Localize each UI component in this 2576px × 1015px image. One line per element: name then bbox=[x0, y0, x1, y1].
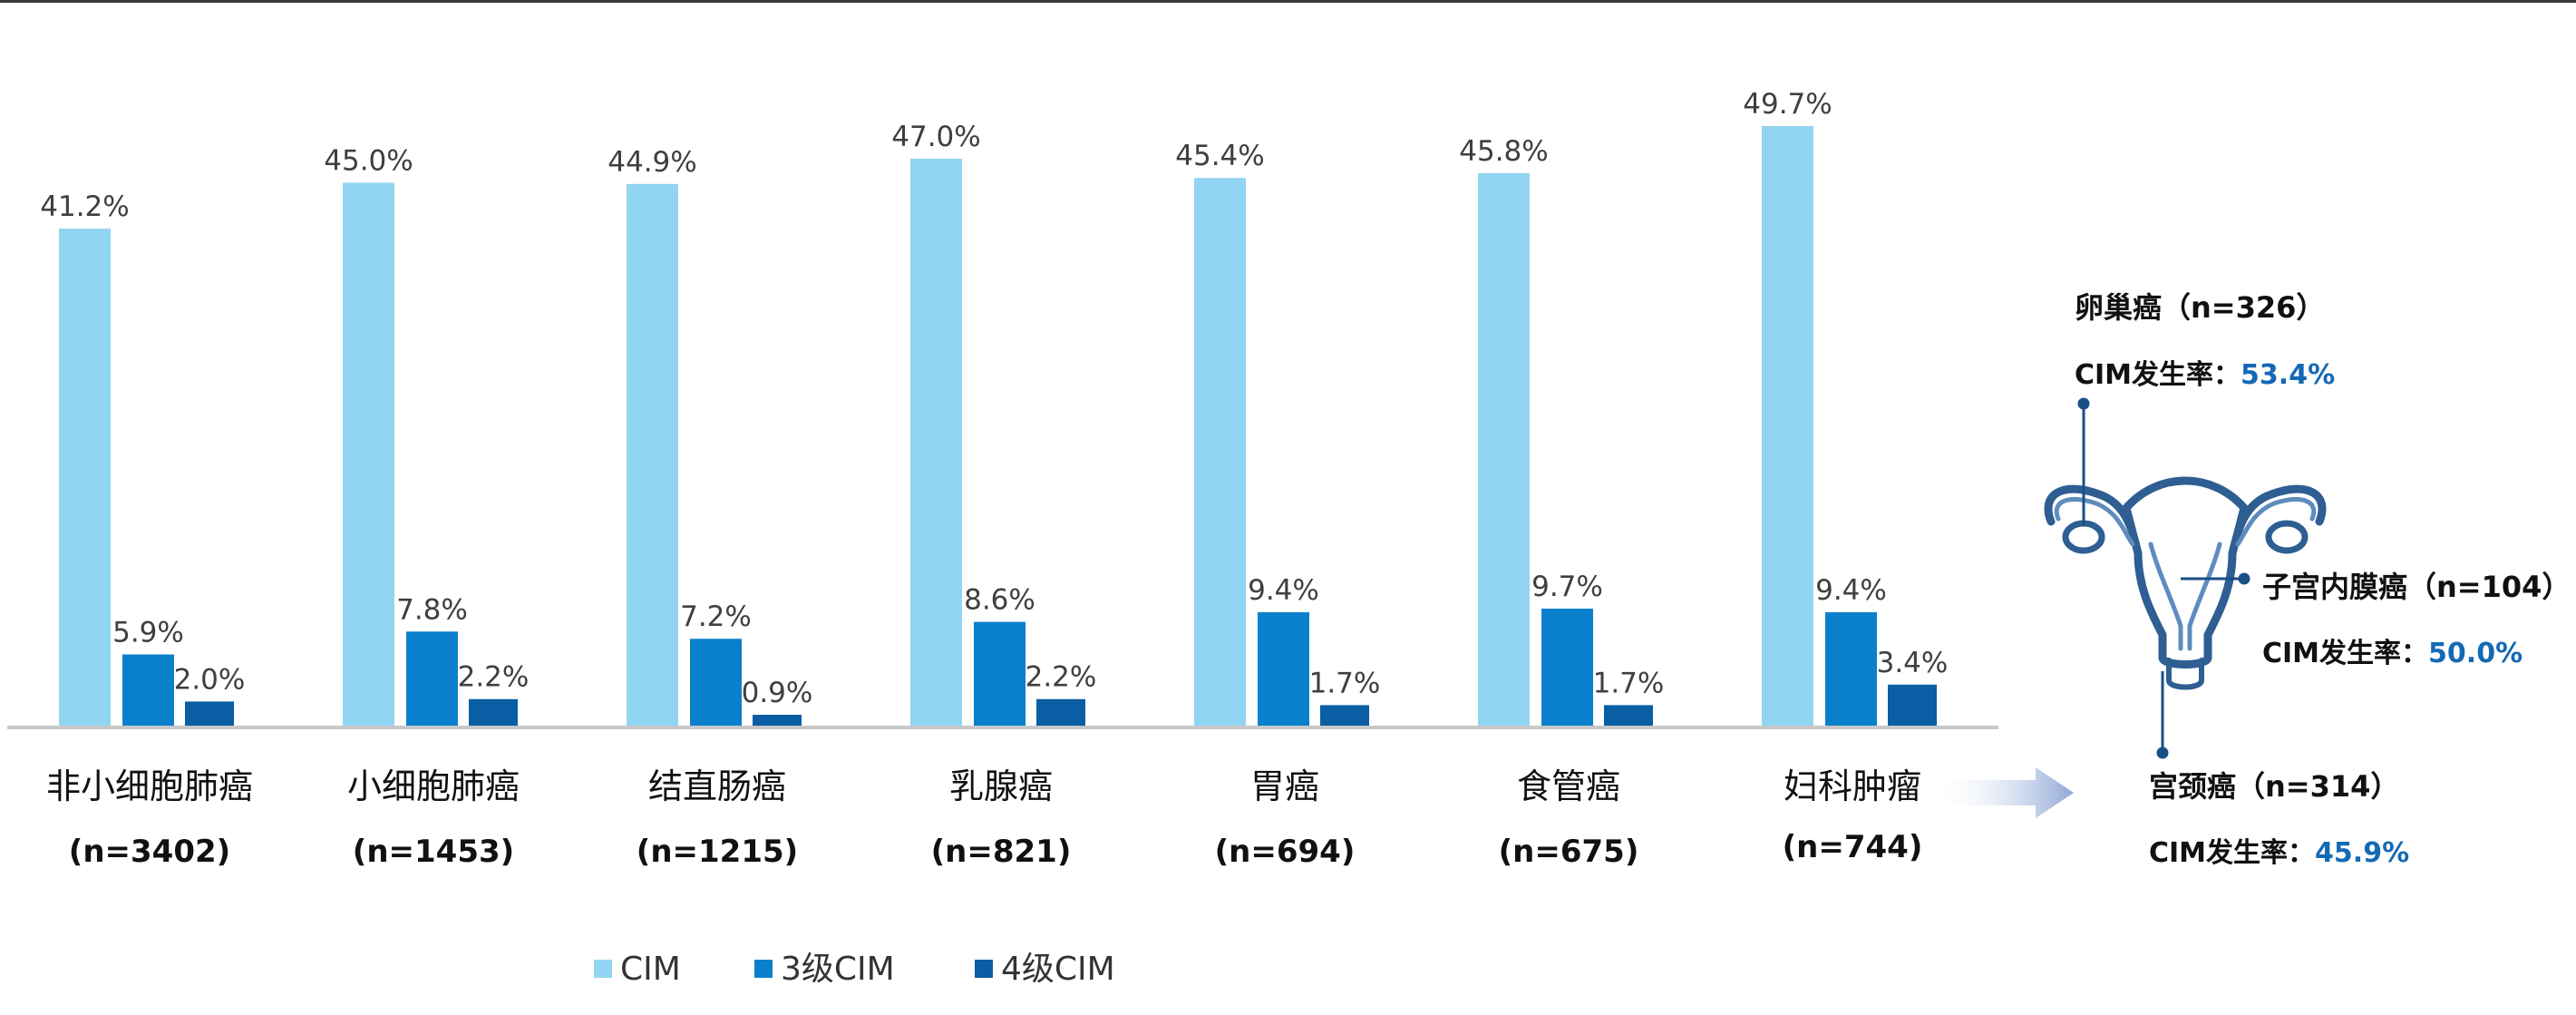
bar-cim-1 bbox=[343, 182, 394, 726]
bar-cim4-6 bbox=[1888, 684, 1937, 726]
leader-lines bbox=[2077, 397, 2250, 759]
value-label-cim3-3: 8.6% bbox=[964, 584, 1035, 617]
legend-swatch-cim3 bbox=[754, 960, 773, 978]
legend-swatch-cim bbox=[594, 960, 612, 978]
value-label-cim-2: 44.9% bbox=[608, 146, 696, 179]
legend-label-cim: CIM bbox=[620, 951, 681, 988]
category-label-6: 妇科肿瘤 bbox=[1784, 766, 1921, 806]
arrow-right-icon bbox=[1931, 767, 2074, 818]
bar-cim-3 bbox=[910, 158, 962, 726]
bar-cim3-1 bbox=[406, 631, 458, 726]
bar-cim4-5 bbox=[1604, 705, 1653, 726]
category-label-0: 非小细胞肺癌 bbox=[46, 766, 253, 806]
value-label-cim3-2: 7.2% bbox=[680, 600, 752, 633]
legend-label-cim3: 3级CIM bbox=[781, 951, 895, 988]
value-label-cim3-6: 9.4% bbox=[1815, 574, 1887, 607]
value-label-cim4-4: 1.7% bbox=[1309, 667, 1381, 699]
legend: CIM 3级CIM 4级CIM bbox=[594, 951, 1115, 988]
value-labels-layer: 41.2% 5.9% 2.0% 45.0% 7.8% 2.2% 44.9% 7.2% 0.9% 4… bbox=[40, 88, 1948, 709]
bar-cim3-0 bbox=[122, 654, 174, 726]
category-label-1: 小细胞肺癌 bbox=[347, 766, 520, 806]
value-label-cim4-0: 2.0% bbox=[174, 663, 246, 696]
value-label-cim3-5: 9.7% bbox=[1531, 571, 1603, 603]
bar-cim3-3 bbox=[974, 621, 1026, 726]
sample-size-label-6: (n=744) bbox=[1783, 829, 1923, 865]
bar-cim4-1 bbox=[469, 698, 518, 726]
category-label-5: 食管癌 bbox=[1517, 766, 1620, 806]
cervical-rate-value: 45.9% bbox=[2315, 837, 2409, 869]
bars-layer bbox=[59, 125, 1937, 727]
endometrial-rate-value: 50.0% bbox=[2428, 638, 2523, 669]
category-label-4: 胃癌 bbox=[1250, 766, 1319, 806]
value-label-cim4-6: 3.4% bbox=[1877, 647, 1949, 679]
bar-cim3-4 bbox=[1258, 611, 1309, 726]
sample-size-label-5: (n=675) bbox=[1499, 834, 1639, 870]
bar-cim3-2 bbox=[690, 639, 742, 726]
value-label-cim-0: 41.2% bbox=[40, 190, 129, 223]
category-labels-layer: 非小细胞肺癌 (n=3402) 小细胞肺癌 (n=1453) 结直肠癌 (n=1215) 乳… bbox=[46, 766, 1922, 870]
cervical-rate: CIM发生率：45.9% bbox=[2149, 837, 2409, 869]
legend-label-cim4: 4级CIM bbox=[1001, 951, 1115, 988]
sample-size-label-2: (n=1215) bbox=[637, 834, 798, 870]
bar-cim4-3 bbox=[1036, 698, 1085, 726]
legend-swatch-cim4 bbox=[975, 960, 993, 978]
sample-size-label-3: (n=821) bbox=[931, 834, 1072, 870]
cervical-title: 宫颈癌（n=314） bbox=[2149, 769, 2399, 804]
value-label-cim4-3: 2.2% bbox=[1026, 661, 1097, 694]
value-label-cim-4: 45.4% bbox=[1175, 140, 1264, 172]
value-label-cim4-5: 1.7% bbox=[1593, 667, 1665, 699]
value-label-cim-3: 47.0% bbox=[891, 121, 980, 153]
sample-size-label-0: (n=3402) bbox=[69, 834, 230, 870]
bar-cim4-0 bbox=[185, 701, 234, 726]
bar-cim4-2 bbox=[753, 715, 802, 726]
bar-cim-6 bbox=[1762, 125, 1813, 727]
ovarian-rate: CIM发生率：53.4% bbox=[2075, 359, 2335, 391]
sample-size-label-1: (n=1453) bbox=[353, 834, 514, 870]
endometrial-title: 子宫内膜癌（n=104） bbox=[2262, 570, 2571, 604]
value-label-cim3-0: 5.9% bbox=[112, 617, 184, 649]
top-border bbox=[0, 0, 2576, 3]
value-label-cim4-1: 2.2% bbox=[458, 661, 530, 694]
value-label-cim-5: 45.8% bbox=[1459, 135, 1548, 168]
category-label-2: 结直肠癌 bbox=[648, 766, 786, 806]
bar-cim-5 bbox=[1478, 172, 1530, 727]
endometrial-rate: CIM发生率：50.0% bbox=[2262, 638, 2523, 669]
ovarian-title: 卵巢癌（n=326） bbox=[2075, 290, 2325, 325]
sample-size-label-4: (n=694) bbox=[1215, 834, 1356, 870]
bar-cim3-6 bbox=[1825, 611, 1877, 726]
endometrial-rate-label: CIM发生率： bbox=[2262, 638, 2428, 669]
value-label-cim3-1: 7.8% bbox=[396, 593, 468, 626]
category-label-3: 乳腺癌 bbox=[949, 766, 1053, 806]
value-label-cim-1: 45.0% bbox=[324, 145, 413, 178]
bar-cim-2 bbox=[627, 183, 678, 726]
cervical-rate-label: CIM发生率： bbox=[2149, 837, 2315, 869]
bar-cim-4 bbox=[1194, 178, 1246, 726]
bar-cim-0 bbox=[59, 229, 111, 727]
ovarian-rate-value: 53.4% bbox=[2241, 359, 2335, 391]
value-label-cim3-4: 9.4% bbox=[1248, 574, 1319, 607]
bar-cim4-4 bbox=[1320, 705, 1369, 726]
bar-cim3-5 bbox=[1541, 608, 1593, 726]
ovarian-rate-label: CIM发生率： bbox=[2075, 359, 2241, 391]
value-label-cim-6: 49.7% bbox=[1743, 88, 1832, 121]
value-label-cim4-2: 0.9% bbox=[742, 677, 813, 709]
